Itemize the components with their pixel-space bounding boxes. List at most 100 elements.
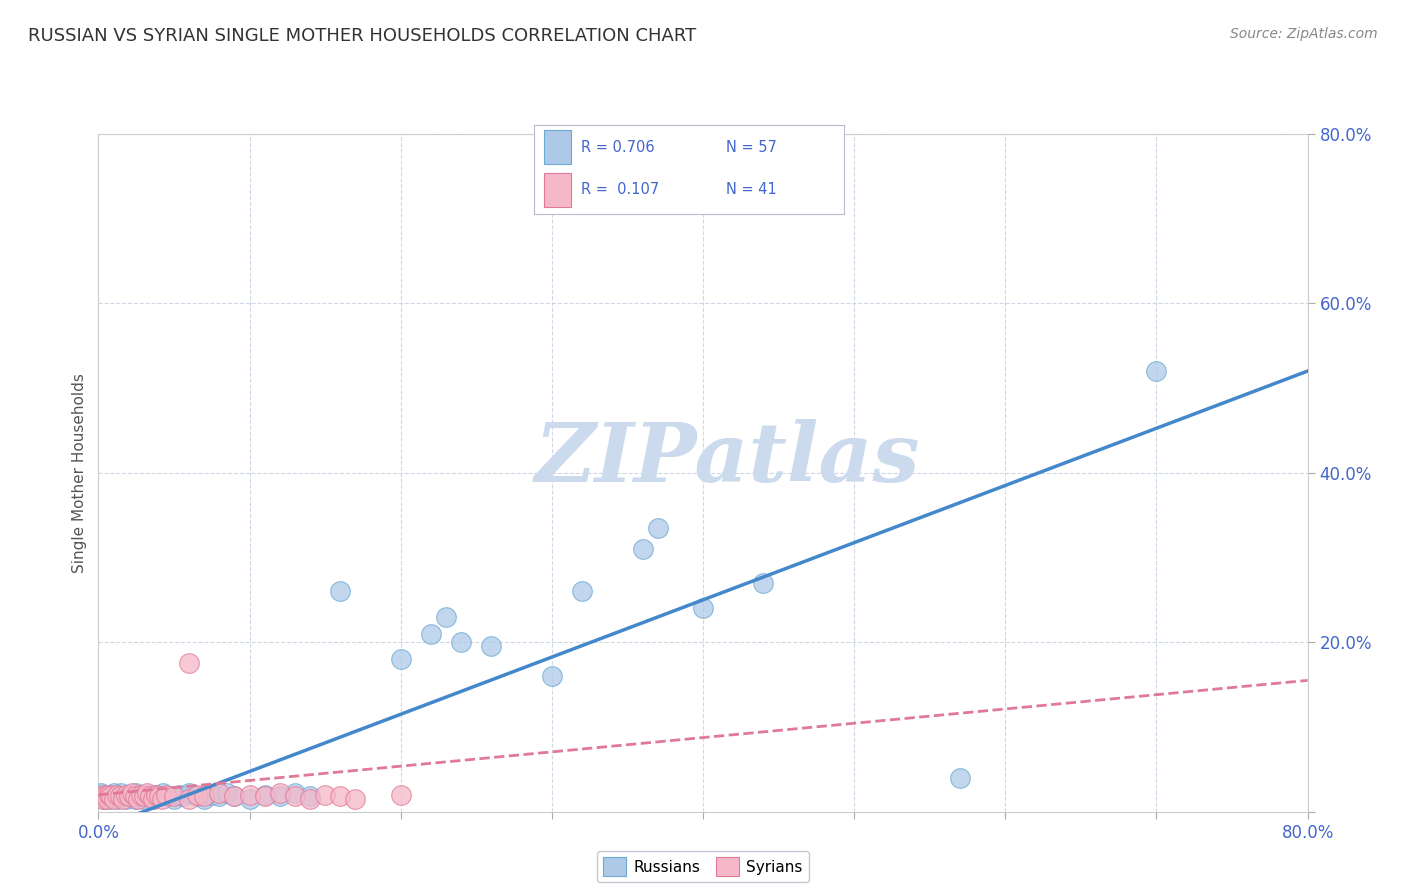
Point [253,788,276,802]
Point [208,789,231,804]
Point [540,669,562,683]
Text: Source: ZipAtlas.com: Source: ZipAtlas.com [1230,27,1378,41]
Point [94,789,117,804]
Point [108,789,131,804]
Point [167,788,190,802]
Point [177,792,201,806]
Point [148,789,170,804]
Point [752,576,775,591]
Point [111,792,134,806]
Point [193,792,215,806]
Point [139,789,162,804]
Point [105,792,128,806]
Point [114,788,136,802]
Point [142,792,165,806]
Point [98,788,121,802]
Text: R =  0.107: R = 0.107 [581,183,659,197]
Point [124,792,146,806]
Point [135,788,157,802]
Point [481,640,503,654]
Point [93,792,115,806]
Point [98,792,121,806]
Point [111,789,134,804]
Point [125,786,148,800]
Point [145,788,167,802]
Point [299,792,322,806]
Point [163,789,186,804]
Point [201,788,224,802]
Point [177,786,201,800]
Legend: Russians, Syrians: Russians, Syrians [598,851,808,882]
Point [949,771,972,785]
Point [299,789,322,804]
Point [93,788,115,802]
Point [344,792,367,806]
Point [186,789,208,804]
Point [284,789,307,804]
Point [163,792,186,806]
Point [148,789,170,804]
Point [389,652,412,666]
Point [172,789,194,804]
Point [110,786,132,800]
Point [224,789,246,804]
Point [90,789,112,804]
Point [96,789,118,804]
Point [100,789,122,804]
Text: ZIPatlas: ZIPatlas [534,419,920,500]
Point [91,792,114,806]
Point [152,786,174,800]
Point [284,786,307,800]
Text: RUSSIAN VS SYRIAN SINGLE MOTHER HOUSEHOLDS CORRELATION CHART: RUSSIAN VS SYRIAN SINGLE MOTHER HOUSEHOL… [28,27,696,45]
Point [90,786,112,800]
Point [135,786,157,800]
Point [177,657,201,671]
Point [269,786,291,800]
Point [389,788,412,802]
Point [107,789,129,804]
Point [215,786,238,800]
Text: N = 41: N = 41 [725,183,776,197]
Point [434,610,457,624]
Text: N = 57: N = 57 [725,140,778,154]
Point [101,789,124,804]
Bar [544,173,571,207]
Point [91,789,114,804]
Point [208,786,231,800]
Point [118,788,141,802]
Point [127,792,149,806]
Point [121,789,143,804]
Point [142,792,165,806]
Point [647,521,669,535]
Point [96,792,118,806]
Point [114,792,136,806]
Point [631,541,654,557]
Point [145,788,167,802]
Point [239,792,262,806]
Point [269,789,291,804]
Point [132,792,155,806]
Point [150,792,173,806]
Point [253,789,276,804]
Point [118,789,141,804]
Point [105,788,128,802]
Point [224,789,246,804]
Point [329,789,352,804]
Point [94,788,117,802]
Point [139,789,162,804]
Bar [544,130,571,164]
Y-axis label: Single Mother Households: Single Mother Households [72,373,87,573]
Point [186,788,208,802]
Point [89,788,111,802]
Point [1144,364,1167,378]
Point [156,789,179,804]
Point [124,789,146,804]
Point [103,792,125,806]
Point [100,788,122,802]
Point [419,626,441,640]
Point [692,601,714,615]
Point [155,788,177,802]
Point [129,788,152,802]
Point [239,788,262,802]
Point [193,789,215,804]
